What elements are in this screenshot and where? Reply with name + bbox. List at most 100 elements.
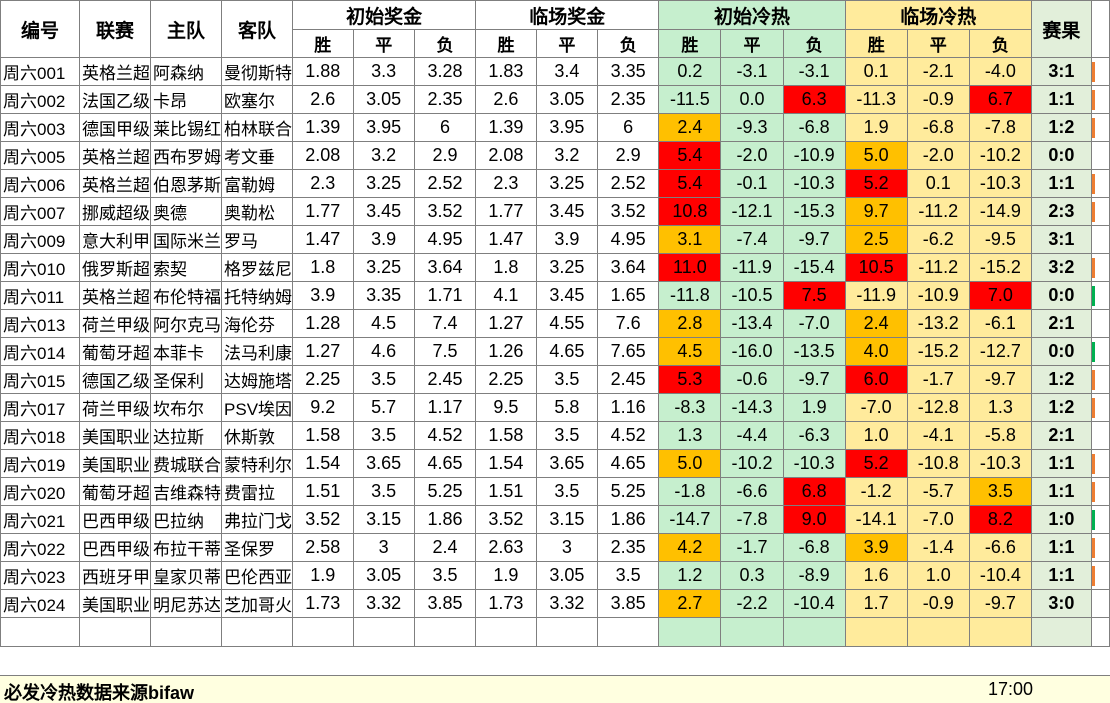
live-odds-cell: 4.52 <box>597 421 660 450</box>
live-heat-cell: -4.0 <box>968 57 1032 86</box>
init-odds-cell: 3.35 <box>352 281 415 310</box>
init-odds-cell: 1.27 <box>292 337 354 366</box>
live-odds-cell: 7.6 <box>597 309 660 338</box>
live-odds-cell: 1.65 <box>597 281 660 310</box>
home-team: 西布罗姆 <box>150 141 223 170</box>
league-cell: 美国职业 <box>79 421 152 450</box>
live-odds-cell: 3.15 <box>535 505 599 534</box>
row-edge-marker <box>1090 85 1110 114</box>
row-edge-marker <box>1090 141 1110 170</box>
row-edge-marker <box>1090 393 1110 422</box>
init-odds-cell: 2.35 <box>413 85 477 114</box>
init-odds-cell: 1.58 <box>292 421 354 450</box>
header-home: 主队 <box>150 0 223 58</box>
init-odds-cell: 3.32 <box>352 589 415 618</box>
match-id: 周六013 <box>0 309 81 338</box>
init-heat-cell: -6.3 <box>782 421 846 450</box>
init-odds-cell: 1.54 <box>292 449 354 478</box>
live-heat-cell: -14.1 <box>844 505 908 534</box>
table-row: 周六018 美国职业 达拉斯 休斯敦 1.58 3.5 4.52 1.58 3.5 4.52 1.3… <box>0 421 1110 450</box>
init-heat-cell: -1.8 <box>658 477 722 506</box>
init-odds-cell: 3.05 <box>352 561 415 590</box>
home-team: 莱比锡红 <box>150 113 223 142</box>
init-odds-cell: 4.65 <box>413 449 477 478</box>
init-odds-cell: 4.52 <box>413 421 477 450</box>
table-row: 周六009 意大利甲 国际米兰 罗马 1.47 3.9 4.95 1.47 3.9 4.95 3.1… <box>0 225 1110 254</box>
league-cell: 荷兰甲级 <box>79 309 152 338</box>
table-row: 周六020 葡萄牙超 吉维森特 费雷拉 1.51 3.5 5.25 1.51 3.5 5.25 -1… <box>0 477 1110 506</box>
init-heat-cell: -4.4 <box>720 421 784 450</box>
init-heat-cell: 5.0 <box>658 449 722 478</box>
init-odds-cell: 1.71 <box>413 281 477 310</box>
init-heat-cell: 2.4 <box>658 113 722 142</box>
init-heat-cell: -8.9 <box>782 561 846 590</box>
live-heat-cell: -15.2 <box>906 337 970 366</box>
away-team: 费雷拉 <box>221 477 294 506</box>
match-id: 周六024 <box>0 589 81 618</box>
home-team: 明尼苏达 <box>150 589 223 618</box>
live-odds-cell: 4.65 <box>597 449 660 478</box>
init-heat-cell: -11.9 <box>720 253 784 282</box>
edge-marker <box>1092 537 1095 558</box>
header-result: 赛果 <box>1030 0 1092 58</box>
live-heat-cell: -1.7 <box>906 365 970 394</box>
match-id: 周六003 <box>0 113 81 142</box>
init-heat-cell: -16.0 <box>720 337 784 366</box>
result-cell: 1:1 <box>1030 477 1092 506</box>
init-odds-cell: 3.95 <box>352 113 415 142</box>
row-edge-marker <box>1090 589 1110 618</box>
result-cell: 2:1 <box>1030 421 1092 450</box>
sub-draw: 平 <box>535 29 599 58</box>
home-team: 布伦特福 <box>150 281 223 310</box>
init-odds-cell: 1.73 <box>292 589 354 618</box>
league-cell: 法国乙级 <box>79 85 152 114</box>
init-odds-cell: 2.08 <box>292 141 354 170</box>
sub-win: 胜 <box>844 29 908 58</box>
empty-cell <box>782 617 846 647</box>
time-label: 17:00 <box>988 679 1034 699</box>
match-id: 周六011 <box>0 281 81 310</box>
live-heat-cell: -10.9 <box>906 281 970 310</box>
init-heat-cell: -13.4 <box>720 309 784 338</box>
init-odds-cell: 3.65 <box>352 449 415 478</box>
init-heat-cell: -9.3 <box>720 113 784 142</box>
live-odds-cell: 2.9 <box>597 141 660 170</box>
live-odds-cell: 3.9 <box>535 225 599 254</box>
edge-marker <box>1092 453 1095 474</box>
match-id: 周六021 <box>0 505 81 534</box>
live-odds-cell: 1.39 <box>475 113 537 142</box>
home-team: 巴拉纳 <box>150 505 223 534</box>
live-odds-cell: 3.05 <box>535 85 599 114</box>
live-heat-cell: 0.1 <box>906 169 970 198</box>
init-heat-cell: 1.3 <box>658 421 722 450</box>
empty-cell <box>968 617 1032 647</box>
live-odds-cell: 3.5 <box>535 421 599 450</box>
init-heat-cell: 1.9 <box>782 393 846 422</box>
live-odds-cell: 3.2 <box>535 141 599 170</box>
init-heat-cell: -10.2 <box>720 449 784 478</box>
row-edge-marker <box>1090 197 1110 226</box>
empty-cell <box>79 617 152 647</box>
live-heat-cell: -0.9 <box>906 589 970 618</box>
live-odds-cell: 1.16 <box>597 393 660 422</box>
init-odds-cell: 7.4 <box>413 309 477 338</box>
empty-cell <box>658 617 722 647</box>
header-live-heat: 临场冷热 <box>844 0 1032 30</box>
live-odds-cell: 2.25 <box>475 365 537 394</box>
away-team: 海伦芬 <box>221 309 294 338</box>
init-heat-cell: -3.1 <box>782 57 846 86</box>
league-cell: 巴西甲级 <box>79 533 152 562</box>
init-heat-cell: -11.5 <box>658 85 722 114</box>
empty-cell <box>413 617 477 647</box>
match-id: 周六010 <box>0 253 81 282</box>
live-odds-cell: 2.3 <box>475 169 537 198</box>
row-edge-marker <box>1090 561 1110 590</box>
table-row: 周六024 美国职业 明尼苏达 芝加哥火 1.73 3.32 3.85 1.73 3.32 3.8… <box>0 589 1110 618</box>
header-id: 编号 <box>0 0 81 58</box>
row-edge-marker <box>1090 225 1110 254</box>
sub-loss: 负 <box>597 29 660 58</box>
live-odds-cell: 6 <box>597 113 660 142</box>
init-heat-cell: -13.5 <box>782 337 846 366</box>
header-init-heat: 初始冷热 <box>658 0 846 30</box>
live-odds-cell: 3.5 <box>597 561 660 590</box>
